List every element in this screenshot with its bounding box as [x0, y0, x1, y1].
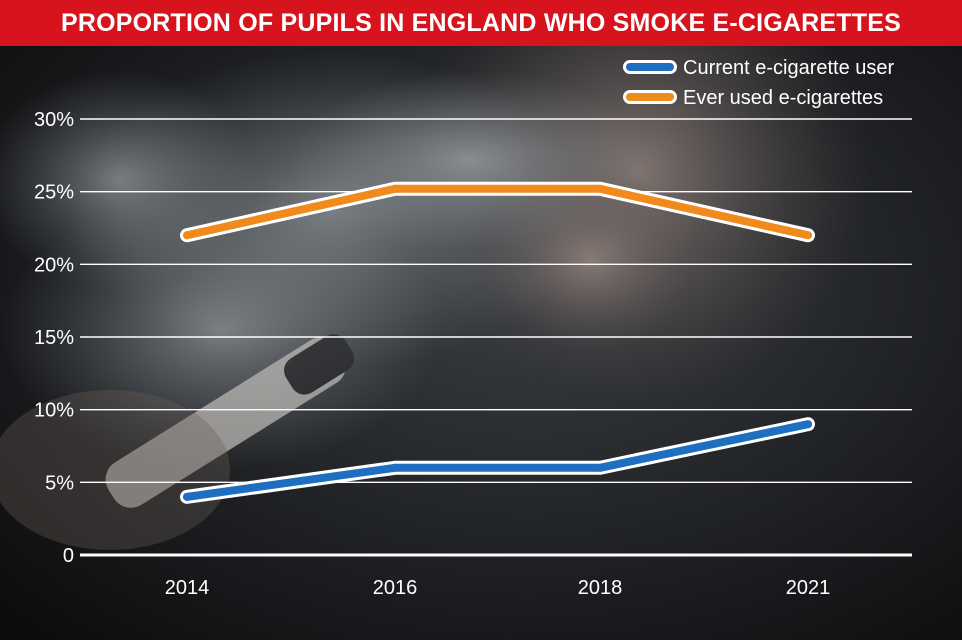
- data-point: [804, 420, 812, 429]
- y-axis-tick-labels: 0 5% 10% 15% 20% 25% 30%: [34, 109, 74, 567]
- y-tick-label: 20%: [34, 254, 74, 276]
- data-point: [804, 231, 812, 240]
- y-tick-label: 0: [63, 545, 74, 567]
- x-tick-label: 2018: [578, 577, 623, 599]
- series-line: [183, 420, 812, 501]
- y-tick-label: 15%: [34, 327, 74, 349]
- data-point: [596, 184, 604, 193]
- data-point: [391, 184, 399, 193]
- y-tick-label: 10%: [34, 400, 74, 422]
- series-lines: [180, 181, 815, 504]
- series-current-user: [180, 417, 815, 504]
- x-axis-tick-labels: 2014 2016 2018 2021: [165, 577, 831, 599]
- x-tick-label: 2016: [373, 577, 418, 599]
- data-point: [183, 231, 191, 240]
- legend-label: Current e-cigarette user: [683, 57, 895, 79]
- data-point: [391, 463, 399, 472]
- y-tick-label: 5%: [45, 472, 74, 494]
- x-tick-label: 2021: [786, 577, 831, 599]
- y-tick-label: 25%: [34, 182, 74, 204]
- data-point: [183, 492, 191, 501]
- legend: Current e-cigarette user Ever used e-ciga…: [623, 57, 895, 109]
- gridlines: [80, 118, 912, 557]
- series-line: [183, 184, 812, 240]
- chart-title: PROPORTION OF PUPILS IN ENGLAND WHO SMOK…: [0, 0, 962, 46]
- x-tick-label: 2014: [165, 577, 210, 599]
- series-ever-used: [180, 181, 815, 243]
- y-tick-label: 30%: [34, 109, 74, 131]
- data-point: [596, 463, 604, 472]
- legend-label: Ever used e-cigarettes: [683, 87, 883, 109]
